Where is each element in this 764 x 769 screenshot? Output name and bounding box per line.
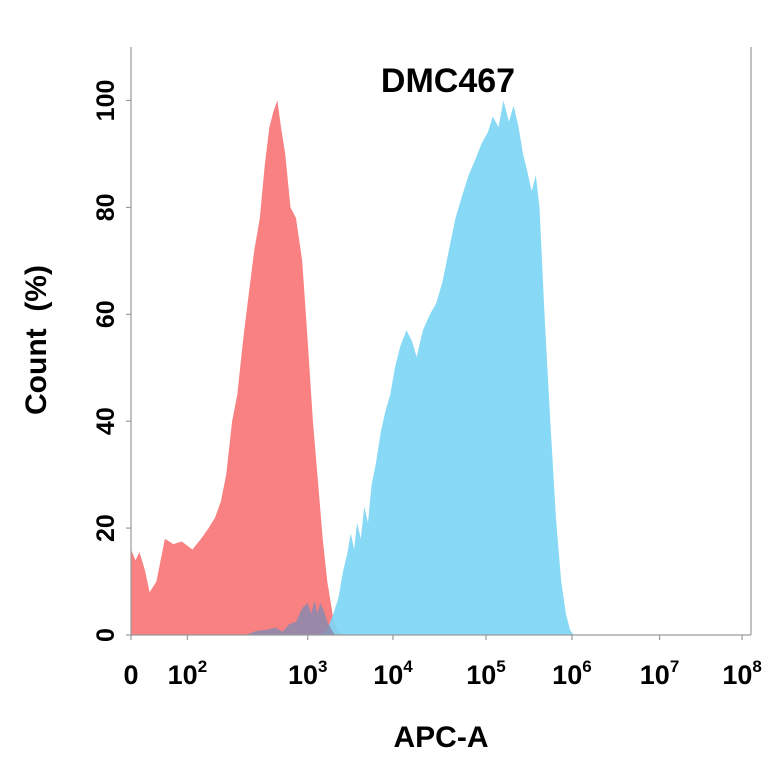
x-tick-label: 103	[288, 657, 328, 690]
y-tick-label: 80	[92, 193, 120, 221]
x-tick-label: 102	[168, 657, 208, 690]
y-tick-label: 100	[92, 80, 120, 122]
x-tick-label: 0	[123, 660, 138, 690]
axes-layer	[130, 47, 752, 636]
y-tick-label: 40	[92, 407, 120, 435]
y-tick-label: 20	[92, 514, 120, 542]
x-tick-label: 108	[722, 657, 762, 690]
x-tick-label: 104	[373, 657, 413, 690]
ticks-layer: 0 20 40 60 80 100 0 102 103 104 105 106 107 108	[92, 80, 762, 690]
x-tick-label: 107	[640, 657, 680, 690]
histogram-series-1	[131, 100, 344, 635]
histogram-series-3	[244, 600, 336, 635]
chart-title: DMC467	[381, 62, 515, 100]
series-layer	[131, 100, 574, 635]
y-tick-label: 0	[92, 628, 120, 642]
x-tick-label: 106	[552, 657, 592, 690]
histogram-series-2	[320, 100, 574, 635]
x-tick-label: 105	[466, 657, 506, 690]
x-axis-title: APC-A	[394, 721, 489, 754]
y-axis-title: Count (%)	[20, 265, 53, 415]
y-tick-label: 60	[92, 300, 120, 328]
